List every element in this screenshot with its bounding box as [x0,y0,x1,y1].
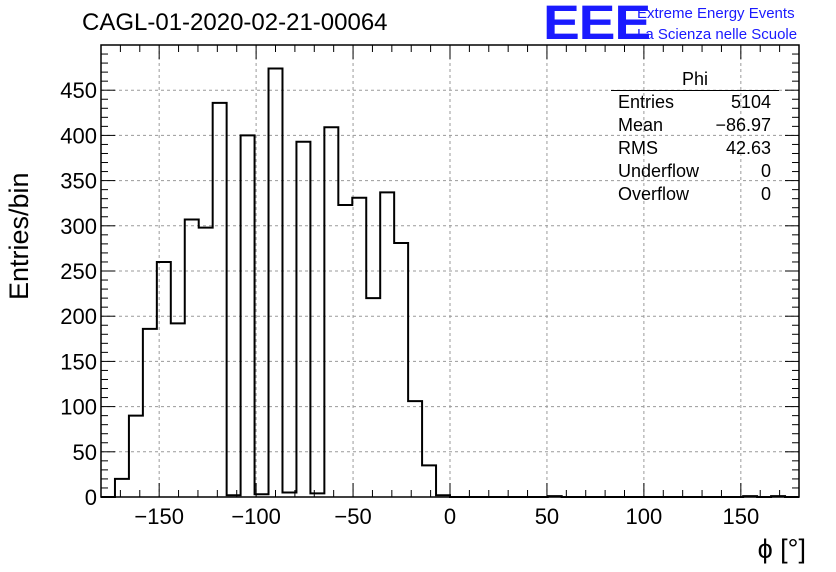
stats-value: 42.63 [725,138,771,158]
x-tick-label: 50 [535,504,559,529]
histogram-bin [129,416,143,497]
stats-label: Mean [618,115,664,135]
y-tick-label: 450 [60,78,97,103]
y-axis-label: Entries/bin [4,172,34,300]
histogram-bin [199,228,213,497]
stats-box: Phi Entries 5104 Mean −86.97 RMS 42.63 U… [611,68,779,206]
x-tick-label: 0 [444,504,456,529]
y-tick-label: 200 [60,304,97,329]
x-axis-label: ϕ [°] [757,534,806,564]
stats-title: Phi [611,68,779,91]
histogram-bin [422,465,436,497]
histogram-bin [171,323,185,497]
stats-value: 5104 [730,92,771,112]
x-tick-label: −50 [334,504,371,529]
logo-line-2: La Scienza nelle Scuole [637,26,798,43]
histogram-bin [185,219,199,497]
histogram-bin [269,69,283,497]
y-tick-label: 250 [60,259,97,284]
stats-label: RMS [618,138,658,158]
histogram-bin [115,479,129,497]
histogram-bin [213,103,227,497]
stats-value: −86.97 [715,115,771,135]
stats-row-rms: RMS 42.63 [611,137,779,160]
histogram-bin [408,401,422,497]
y-tick-label: 50 [73,440,97,465]
x-tick-label: −150 [134,504,184,529]
histogram-bin [296,142,310,497]
stats-label: Entries [618,92,675,112]
histogram-bin [324,127,338,497]
logo-line-1: Extreme Energy Events [637,5,795,22]
y-tick-label: 0 [85,485,97,510]
stats-row-mean: Mean −86.97 [611,114,779,137]
eee-logo: EEE [543,0,651,50]
x-tick-label: 150 [722,504,759,529]
y-tick-label: 400 [60,123,97,148]
stats-label: Overflow [618,184,690,204]
stats-value: 0 [760,184,771,204]
histogram-bin [143,329,157,497]
histogram-bin [366,298,380,497]
stats-row-underflow: Underflow 0 [611,160,779,183]
stats-label: Underflow [618,161,700,181]
stats-row-overflow: Overflow 0 [611,183,779,206]
stats-row-entries: Entries 5104 [611,91,779,114]
x-tick-label: 100 [626,504,663,529]
stats-value: 0 [760,161,771,181]
y-tick-label: 300 [60,214,97,239]
y-tick-label: 150 [60,349,97,374]
x-tick-label: −100 [231,504,281,529]
y-tick-label: 350 [60,169,97,194]
histogram-bin [394,243,408,497]
histogram-bin [380,192,394,497]
y-tick-label: 100 [60,395,97,420]
histogram-bin [338,205,352,497]
chart-title: CAGL-01-2020-02-21-00064 [82,9,388,36]
